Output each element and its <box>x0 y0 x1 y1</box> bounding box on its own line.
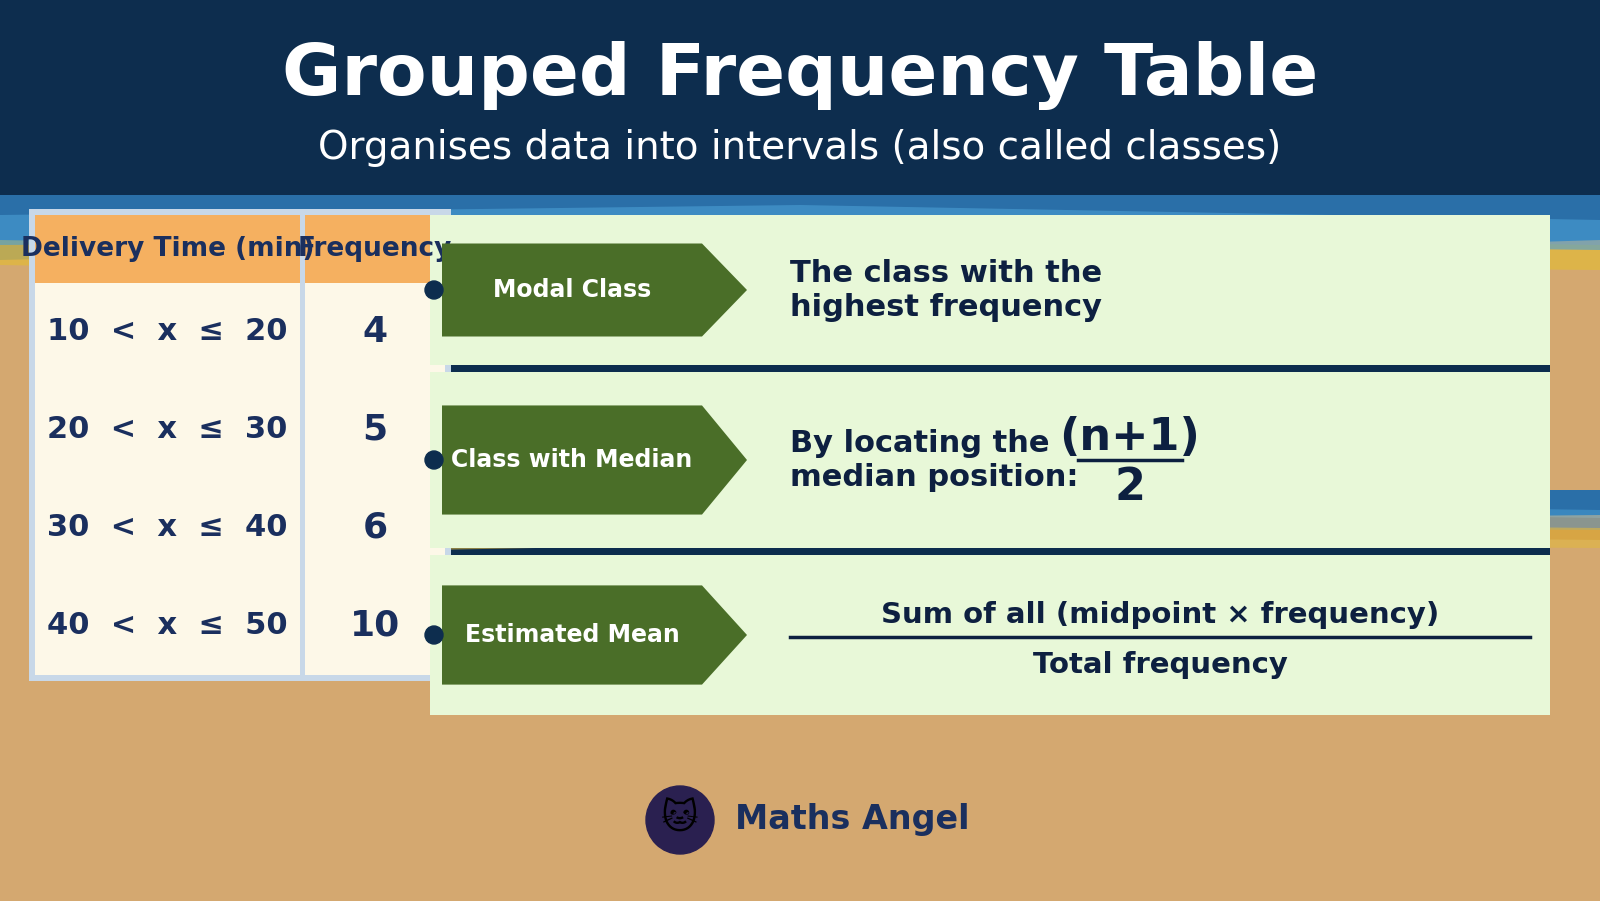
Text: Organises data into intervals (also called classes): Organises data into intervals (also call… <box>318 129 1282 167</box>
Text: 10: 10 <box>350 609 400 643</box>
Text: Sum of all (midpoint × frequency): Sum of all (midpoint × frequency) <box>882 601 1438 629</box>
Circle shape <box>646 786 714 854</box>
FancyBboxPatch shape <box>35 479 301 577</box>
FancyBboxPatch shape <box>35 381 301 479</box>
Circle shape <box>426 451 443 469</box>
Text: Maths Angel: Maths Angel <box>734 804 970 836</box>
Text: 6: 6 <box>363 511 387 545</box>
Circle shape <box>426 626 443 644</box>
Text: Delivery Time (min): Delivery Time (min) <box>21 236 314 262</box>
FancyBboxPatch shape <box>0 205 1600 901</box>
Polygon shape <box>430 510 1600 545</box>
Text: Grouped Frequency Table: Grouped Frequency Table <box>282 41 1318 110</box>
FancyBboxPatch shape <box>0 0 1600 205</box>
FancyBboxPatch shape <box>430 215 1550 365</box>
Polygon shape <box>442 586 747 685</box>
Text: Frequency: Frequency <box>298 236 453 262</box>
Circle shape <box>426 281 443 299</box>
Text: 30  <  x  ≤  40: 30 < x ≤ 40 <box>48 514 288 542</box>
Text: highest frequency: highest frequency <box>790 294 1102 323</box>
Polygon shape <box>0 195 1600 260</box>
Text: Modal Class: Modal Class <box>493 278 651 302</box>
FancyBboxPatch shape <box>306 381 445 479</box>
FancyBboxPatch shape <box>306 283 445 381</box>
FancyBboxPatch shape <box>306 215 445 283</box>
FancyBboxPatch shape <box>430 555 1550 715</box>
FancyBboxPatch shape <box>29 209 451 681</box>
FancyBboxPatch shape <box>0 195 1600 225</box>
Text: 5: 5 <box>363 413 387 447</box>
Polygon shape <box>442 243 747 336</box>
FancyBboxPatch shape <box>430 363 1550 377</box>
Text: (n+1): (n+1) <box>1059 416 1200 460</box>
FancyBboxPatch shape <box>430 546 1550 560</box>
Text: 2: 2 <box>1115 467 1146 509</box>
Text: 40  <  x  ≤  50: 40 < x ≤ 50 <box>46 612 288 641</box>
Text: Total frequency: Total frequency <box>1032 651 1288 679</box>
Text: 20  <  x  ≤  30: 20 < x ≤ 30 <box>48 415 288 444</box>
FancyBboxPatch shape <box>35 577 301 675</box>
FancyBboxPatch shape <box>35 215 301 283</box>
Text: 4: 4 <box>363 315 387 349</box>
FancyBboxPatch shape <box>35 283 301 381</box>
Text: By locating the: By locating the <box>790 430 1050 459</box>
Text: Class with Median: Class with Median <box>451 448 693 472</box>
Text: The class with the: The class with the <box>790 259 1102 288</box>
FancyBboxPatch shape <box>0 715 1600 901</box>
FancyBboxPatch shape <box>0 215 1600 901</box>
Text: 10  <  x  ≤  20: 10 < x ≤ 20 <box>48 317 288 347</box>
Text: 🐱: 🐱 <box>661 803 699 837</box>
FancyBboxPatch shape <box>306 479 445 577</box>
FancyBboxPatch shape <box>430 372 1550 548</box>
Polygon shape <box>430 490 1600 520</box>
Polygon shape <box>0 205 1600 250</box>
FancyBboxPatch shape <box>306 577 445 675</box>
Polygon shape <box>442 405 747 514</box>
Polygon shape <box>430 498 1600 530</box>
Polygon shape <box>0 235 1600 275</box>
Polygon shape <box>430 520 1600 550</box>
Text: median position:: median position: <box>790 463 1078 493</box>
Text: Estimated Mean: Estimated Mean <box>464 623 680 647</box>
